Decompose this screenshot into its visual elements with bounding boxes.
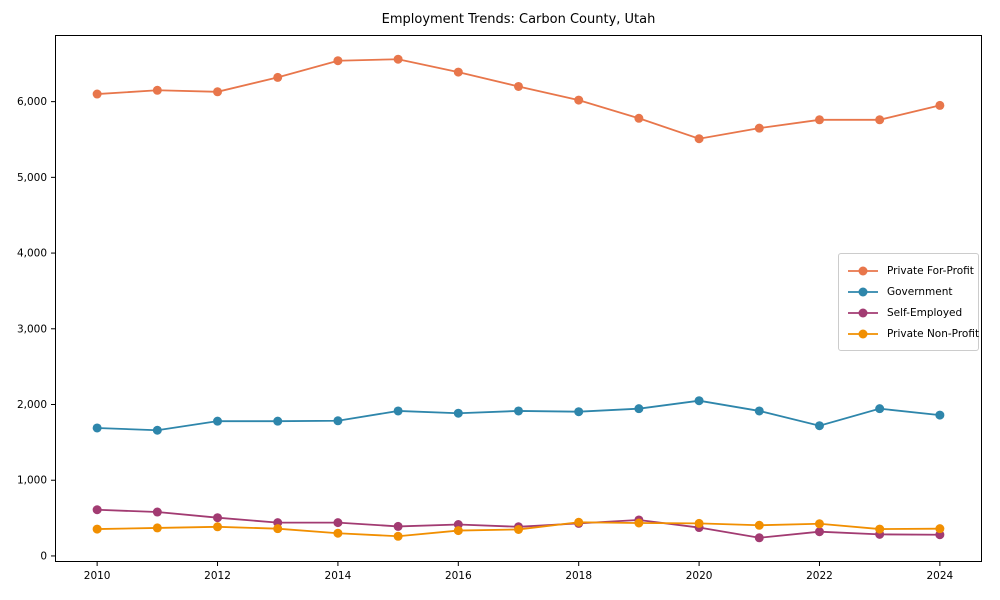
- x-tick-label: 2022: [806, 570, 833, 582]
- data-point-self-employed-2012: [213, 513, 223, 523]
- data-point-government-2018: [574, 407, 584, 417]
- data-point-private-for-profit-2016: [453, 67, 463, 77]
- data-point-private-for-profit-2010: [92, 89, 102, 99]
- data-point-government-2011: [152, 425, 162, 435]
- data-point-government-2016: [453, 408, 463, 418]
- data-point-private-non-profit-2013: [273, 524, 283, 534]
- legend-marker-icon: [848, 266, 878, 275]
- data-point-self-employed-2011: [152, 507, 162, 517]
- data-point-self-employed-2022: [814, 527, 824, 537]
- data-point-private-non-profit-2014: [333, 528, 343, 538]
- series-line-government: [97, 399, 940, 432]
- x-tick-label: 2012: [204, 570, 231, 582]
- data-point-government-2012: [213, 416, 223, 426]
- y-tick-label: 3,000: [17, 323, 47, 335]
- y-tick-label: 6,000: [17, 96, 47, 108]
- x-tick-label: 2014: [325, 570, 352, 582]
- data-point-government-2019: [634, 404, 644, 414]
- data-point-private-non-profit-2024: [935, 524, 945, 534]
- data-point-private-non-profit-2021: [754, 520, 764, 530]
- x-tick-label: 2024: [926, 570, 953, 582]
- data-point-private-for-profit-2020: [694, 134, 704, 144]
- data-point-private-for-profit-2017: [514, 81, 523, 91]
- legend-label-self-employed: Self-Employed: [887, 306, 963, 319]
- data-point-government-2017: [514, 406, 523, 416]
- data-point-private-non-profit-2012: [213, 522, 223, 532]
- data-point-private-for-profit-2013: [273, 72, 283, 82]
- data-point-private-for-profit-2012: [213, 87, 223, 97]
- data-point-private-non-profit-2023: [875, 524, 885, 534]
- data-point-government-2024: [935, 410, 945, 420]
- y-tick-label: 2,000: [17, 399, 47, 411]
- data-point-private-non-profit-2019: [634, 518, 644, 528]
- data-point-private-for-profit-2023: [875, 115, 885, 125]
- data-point-private-for-profit-2018: [574, 95, 584, 105]
- data-point-private-non-profit-2011: [152, 523, 162, 533]
- legend-marker-icon: [848, 287, 878, 296]
- data-point-self-employed-2015: [393, 521, 403, 531]
- x-tick-label: 2020: [686, 570, 713, 582]
- data-point-private-non-profit-2017: [514, 524, 523, 534]
- y-tick-label: 5,000: [17, 172, 47, 184]
- data-point-private-for-profit-2014: [333, 56, 343, 66]
- legend-label-private-for-profit: Private For-Profit: [887, 264, 974, 277]
- data-point-private-non-profit-2016: [453, 526, 463, 536]
- data-point-private-non-profit-2010: [92, 524, 102, 534]
- legend-item-self-employed: Self-Employed: [847, 302, 970, 323]
- data-point-private-for-profit-2021: [754, 123, 764, 133]
- data-point-private-non-profit-2015: [393, 531, 403, 541]
- x-tick-label: 2018: [565, 570, 592, 582]
- data-point-government-2022: [814, 421, 824, 431]
- legend: Private For-Profit Government Self-Employe…: [838, 253, 979, 351]
- x-tick-label: 2010: [84, 570, 111, 582]
- data-point-private-for-profit-2019: [634, 113, 644, 123]
- legend-item-government: Government: [847, 281, 970, 302]
- series-line-private-for-profit: [97, 58, 941, 140]
- legend-item-private-non-profit: Private Non-Profit: [847, 323, 979, 344]
- data-point-private-for-profit-2011: [152, 85, 162, 95]
- data-point-private-non-profit-2018: [574, 517, 584, 527]
- legend-marker-icon: [848, 308, 878, 317]
- axes-border: [55, 35, 982, 562]
- data-point-private-for-profit-2024: [935, 100, 945, 110]
- x-tick-label: 2016: [445, 570, 472, 582]
- y-tick-label: 4,000: [17, 248, 47, 260]
- data-point-self-employed-2021: [754, 533, 764, 543]
- legend-label-private-non-profit: Private Non-Profit: [887, 327, 980, 340]
- data-point-private-for-profit-2015: [393, 54, 403, 64]
- chart-title: Employment Trends: Carbon County, Utah: [381, 12, 656, 27]
- data-point-private-non-profit-2022: [814, 519, 824, 529]
- y-tick-label: 0: [40, 550, 47, 562]
- y-tick-label: 1,000: [17, 475, 47, 487]
- data-point-government-2023: [875, 404, 885, 414]
- data-point-private-for-profit-2022: [814, 115, 824, 125]
- data-point-self-employed-2010: [92, 505, 102, 515]
- data-point-government-2015: [393, 406, 403, 416]
- data-point-government-2013: [273, 416, 283, 426]
- legend-label-government: Government: [887, 285, 953, 298]
- data-point-government-2014: [333, 416, 343, 426]
- data-point-government-2010: [92, 423, 102, 433]
- legend-item-private-for-profit: Private For-Profit: [847, 260, 974, 281]
- data-point-private-non-profit-2020: [694, 518, 704, 528]
- data-point-government-2020: [694, 396, 704, 406]
- legend-marker-icon: [848, 329, 878, 338]
- data-point-government-2021: [754, 406, 764, 416]
- data-point-self-employed-2014: [333, 518, 343, 528]
